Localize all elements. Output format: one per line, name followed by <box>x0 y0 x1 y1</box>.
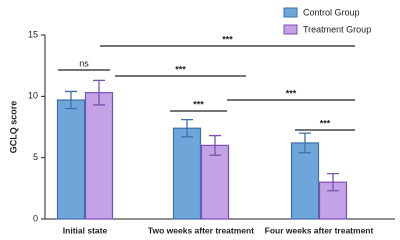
bar <box>290 142 320 220</box>
y-tick-label: 5 <box>33 152 38 162</box>
legend-label: Control Group <box>303 7 360 17</box>
bar <box>84 92 114 220</box>
error-bar <box>327 172 339 192</box>
legend-swatch <box>283 7 298 18</box>
y-axis-label: GCLQ score <box>8 101 18 154</box>
error-bar <box>65 90 77 110</box>
significance-label: *** <box>193 99 204 109</box>
error-bar <box>299 132 311 154</box>
y-tick-label: 10 <box>28 91 38 101</box>
y-tick-label: 15 <box>28 29 38 39</box>
significance-label: *** <box>320 118 331 128</box>
significance-label: *** <box>175 64 186 74</box>
significance-label: *** <box>286 88 297 98</box>
bar <box>200 144 230 220</box>
legend-label: Treatment Group <box>303 24 371 34</box>
x-tick-label: Initial state <box>63 225 108 235</box>
bar <box>56 99 86 220</box>
x-tick-label: Two weeks after treatment <box>148 225 254 235</box>
significance-label: *** <box>222 34 233 44</box>
x-tick-label: Four weeks after treatment <box>265 225 374 235</box>
legend-swatch <box>283 24 298 35</box>
y-tick-label: 0 <box>33 213 38 223</box>
error-bar <box>181 118 193 138</box>
error-bar <box>93 79 105 106</box>
significance-label: ns <box>79 58 89 68</box>
bar <box>172 127 202 220</box>
error-bar <box>209 134 221 156</box>
